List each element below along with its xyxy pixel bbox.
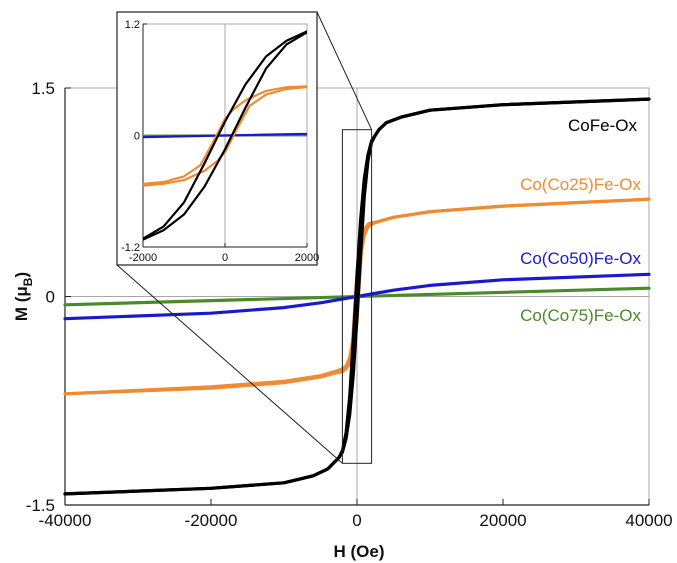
- inset-y-tick-label: 0: [134, 131, 140, 143]
- inset-series-line: [143, 85, 307, 185]
- inset-x-tick-label: -2000: [129, 252, 157, 264]
- zoom-connector-bottom: [116, 264, 343, 464]
- inset-series-line: [143, 132, 307, 139]
- inset-series-line: [143, 31, 307, 241]
- inset-series-line: [143, 86, 307, 187]
- y-tick-label: 1.5: [31, 79, 55, 98]
- x-tick-label: 0: [352, 511, 361, 530]
- inset-y-tick-label: 1.2: [125, 19, 140, 31]
- inset-series: [143, 30, 307, 241]
- series-label: Co(Co25)Fe-Ox: [520, 175, 641, 194]
- series-label: CoFe-Ox: [568, 116, 637, 135]
- zoom-box: [341, 129, 373, 464]
- inset-y-tick-label: -1.2: [121, 242, 140, 254]
- y-axis-title: M (μB): [12, 272, 35, 321]
- series-line: [63, 97, 651, 496]
- x-axis-title: H (Oe): [334, 542, 385, 561]
- y-tick-label: 0: [46, 288, 55, 307]
- inset-x-tick-label: 2000: [295, 252, 319, 264]
- inset-series-line: [143, 30, 307, 240]
- x-tick-label: -40000: [39, 511, 92, 530]
- x-tick-label: 40000: [625, 511, 672, 530]
- zoom-connector-top: [316, 11, 373, 130]
- y-tick-label: -1.5: [26, 496, 55, 515]
- series-label: Co(Co75)Fe-Ox: [520, 306, 641, 325]
- x-tick-label: -20000: [185, 511, 238, 530]
- inset-x-tick-label: 0: [222, 252, 228, 264]
- x-tick-label: 20000: [479, 511, 526, 530]
- inset-chart: -1.2 0 1.2 -2000 0 2000: [116, 11, 319, 266]
- series-label: Co(Co50)Fe-Ox: [520, 249, 641, 268]
